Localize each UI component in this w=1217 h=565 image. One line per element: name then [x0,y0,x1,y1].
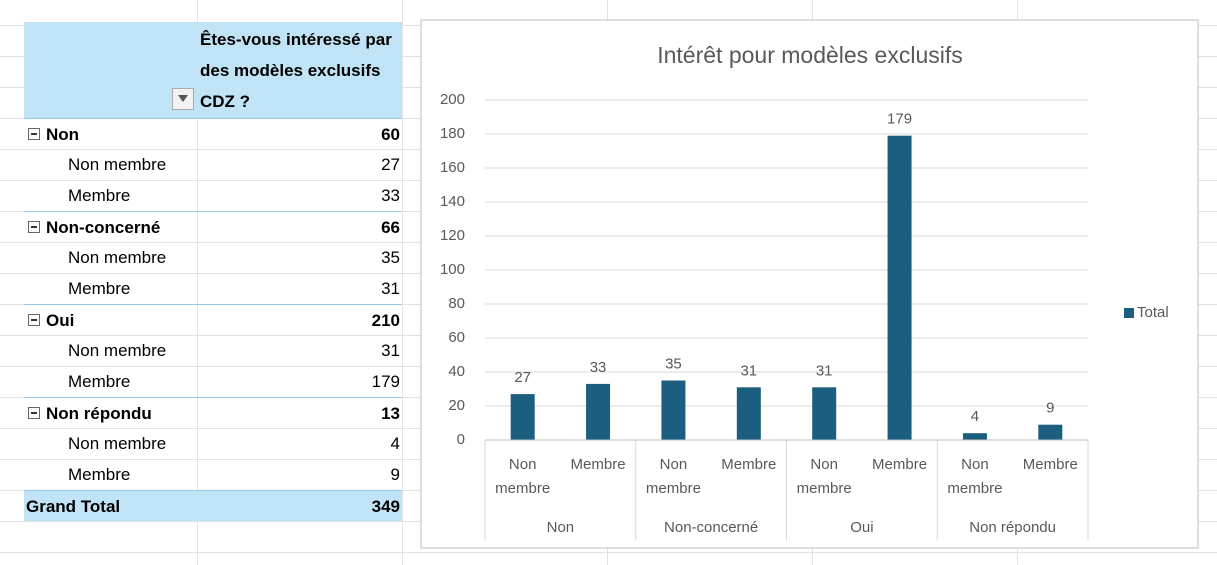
group-label: Non-concerné [664,519,758,536]
y-tick-label: 100 [440,261,465,278]
grand-total-value: 349 [371,497,400,516]
sub-row: Non membre 27 [24,149,402,180]
group-label: Non [46,125,80,144]
chart-frame [420,19,1199,549]
data-label: 31 [816,362,833,379]
y-tick-label: 120 [440,227,465,244]
sub-row: Membre 31 [24,273,402,304]
group-label: Non-concerné [46,218,161,237]
bar [812,387,837,440]
sub-row: Non membre 31 [24,335,402,366]
legend-swatch [1124,308,1134,318]
group-row: Oui 210 [24,304,402,335]
collapse-button[interactable] [28,221,40,233]
group-row: Non répondu 13 [24,397,402,428]
group-label: Non répondu [969,519,1056,536]
group-total: 66 [381,218,400,237]
group-total: 13 [381,404,400,423]
y-tick-label: 20 [448,397,465,414]
x-tick-label: Membre [872,456,927,473]
data-label: 33 [590,359,607,376]
group-row: Non 60 [24,118,402,149]
x-tick-label: Non membre [947,456,1002,497]
data-label: 179 [887,111,912,128]
row-value: 31 [381,341,400,360]
group-label: Non répondu [46,404,152,423]
group-total: 210 [371,311,400,330]
y-tick-label: 80 [448,295,465,312]
data-label: 27 [514,369,531,386]
bar [661,380,686,440]
table-header: Êtes-vous intéressé par des modèles excl… [24,22,402,118]
row-label: Membre [68,372,131,391]
bar [887,135,912,440]
x-tick-label: Membre [721,456,776,473]
y-tick-label: 180 [440,125,465,142]
row-value: 9 [390,465,400,484]
sub-row: Membre 9 [24,459,402,490]
data-label: 31 [740,362,757,379]
data-label: 35 [665,355,682,372]
row-value: 179 [371,372,400,391]
bar [962,433,987,440]
bar [510,394,535,440]
group-label: Oui [850,519,873,536]
y-tick-label: 200 [440,91,465,108]
y-tick-label: 140 [440,193,465,210]
row-value: 35 [381,248,400,267]
x-tick-label: Membre [1023,456,1078,473]
sub-row: Membre 33 [24,180,402,211]
row-label: Membre [68,186,131,205]
row-label: Membre [68,465,131,484]
y-tick-label: 60 [448,329,465,346]
grand-total-label: Grand Total [26,497,121,516]
header-text: Êtes-vous intéressé par des modèles excl… [200,30,392,111]
bar [736,387,761,440]
collapse-button[interactable] [28,407,40,419]
group-label: Oui [46,311,75,330]
filter-button[interactable] [172,88,194,110]
x-tick-label: Non membre [797,456,852,497]
legend-label: Total [1137,304,1169,321]
bar [1038,424,1063,440]
group-row: Non-concerné 66 [24,211,402,242]
y-tick-label: 40 [448,363,465,380]
row-label: Non membre [68,434,167,453]
pivot-table: Êtes-vous intéressé par des modèles excl… [24,22,402,521]
row-value: 31 [381,279,400,298]
group-label: Non [547,519,575,536]
row-label: Membre [68,279,131,298]
sub-row: Non membre 35 [24,242,402,273]
y-tick-label: 160 [440,159,465,176]
x-tick-label: Membre [571,456,626,473]
collapse-button[interactable] [28,314,40,326]
row-label: Non membre [68,248,167,267]
data-label: 9 [1046,400,1054,417]
row-label: Non membre [68,155,167,174]
row-value: 33 [381,186,400,205]
sub-row: Membre 179 [24,366,402,397]
x-tick-label: Non membre [495,456,550,497]
grand-total-row: Grand Total 349 [24,490,402,521]
x-tick-label: Non membre [646,456,701,497]
sub-row: Non membre 4 [24,428,402,459]
data-label: 4 [971,408,979,425]
chart-title: Intérêt pour modèles exclusifs [657,42,963,68]
bar [586,383,611,440]
row-value: 4 [390,434,400,453]
row-label: Non membre [68,341,167,360]
group-total: 60 [381,125,400,144]
y-tick-label: 0 [457,431,465,448]
row-value: 27 [381,155,400,174]
collapse-button[interactable] [28,128,40,140]
